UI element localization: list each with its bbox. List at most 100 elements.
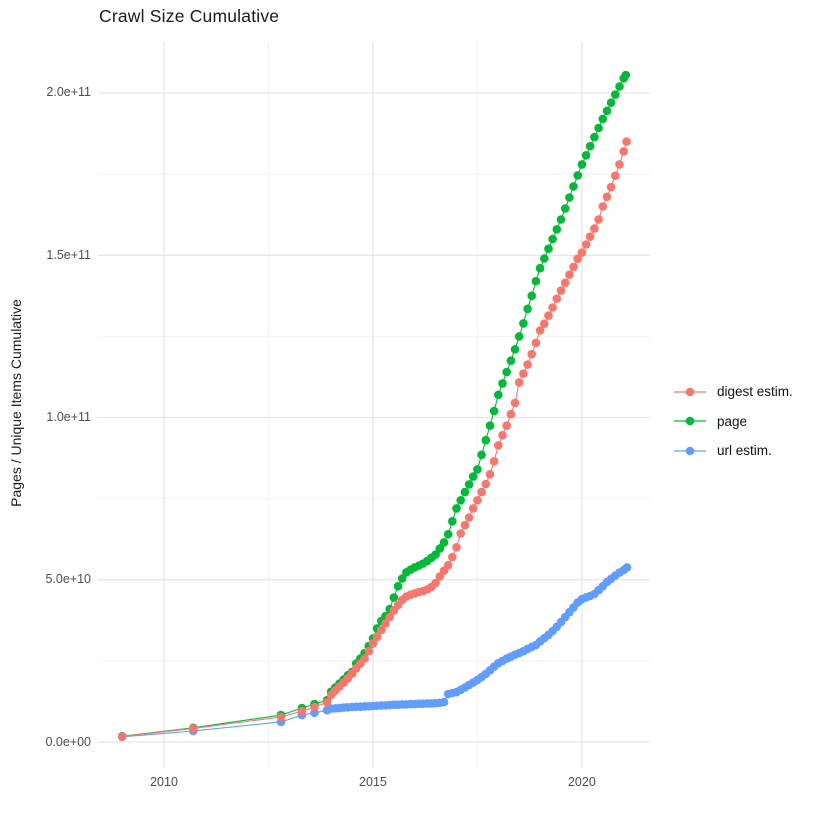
series-point-page bbox=[544, 244, 553, 253]
series-point-page bbox=[443, 530, 453, 539]
series-point-digest-estim- bbox=[611, 171, 620, 180]
series-point-page bbox=[481, 435, 491, 445]
series-point-digest-estim- bbox=[540, 319, 549, 329]
series-point-digest-estim- bbox=[519, 369, 528, 379]
series-point-digest-estim- bbox=[485, 470, 495, 479]
series-point-digest-estim- bbox=[360, 654, 369, 663]
series-point-url-estim- bbox=[439, 697, 449, 707]
series-point-digest-estim- bbox=[565, 270, 574, 280]
legend-entry-digest: digest estim. bbox=[672, 377, 822, 407]
series-point-page bbox=[473, 465, 482, 474]
series-point-page bbox=[556, 215, 566, 224]
series-point-digest-estim- bbox=[577, 248, 587, 257]
y-tick-label: 1.5e+11 bbox=[46, 247, 91, 262]
series-point-digest-estim- bbox=[431, 578, 440, 588]
series-point-page bbox=[485, 421, 495, 430]
series-point-page bbox=[389, 593, 399, 602]
series-point-digest-estim- bbox=[460, 520, 470, 530]
series-point-digest-estim- bbox=[606, 182, 616, 192]
series-point-page bbox=[456, 496, 466, 505]
legend-key-page-icon bbox=[674, 416, 706, 426]
series-point-digest-estim- bbox=[573, 254, 582, 264]
series-point-digest-estim- bbox=[372, 632, 382, 642]
series-point-digest-estim- bbox=[544, 311, 553, 320]
series-point-url-estim- bbox=[622, 563, 632, 572]
series-point-page bbox=[531, 276, 541, 286]
x-tick-label: 2015 bbox=[359, 775, 387, 789]
series-point-digest-estim- bbox=[598, 202, 608, 211]
series-point-page bbox=[585, 141, 595, 151]
series-point-digest-estim- bbox=[468, 504, 478, 513]
series-point-page bbox=[506, 356, 516, 366]
series-point-page bbox=[448, 517, 457, 526]
series-point-page bbox=[464, 480, 474, 489]
legend-key-digest-icon bbox=[674, 387, 706, 397]
series-point-digest-estim- bbox=[523, 360, 532, 369]
series-point-digest-estim- bbox=[510, 398, 520, 408]
series-point-digest-estim- bbox=[456, 529, 466, 538]
series-point-digest-estim- bbox=[189, 724, 198, 733]
series-point-digest-estim- bbox=[377, 625, 386, 635]
series-point-digest-estim- bbox=[506, 409, 516, 419]
series-line-url-estim- bbox=[122, 566, 628, 738]
series-point-page bbox=[581, 151, 591, 160]
series-point-digest-estim- bbox=[310, 702, 319, 712]
series-point-page bbox=[523, 304, 532, 314]
series-point-page bbox=[393, 582, 403, 591]
series-point-page bbox=[573, 171, 582, 180]
series-point-digest-estim- bbox=[494, 441, 503, 450]
series-point-digest-estim- bbox=[569, 262, 578, 272]
y-tick-label: 0.0e+00 bbox=[45, 734, 91, 749]
series-point-digest-estim- bbox=[276, 712, 286, 722]
series-point-page bbox=[552, 225, 562, 234]
legend-label-page: page bbox=[717, 413, 748, 429]
series-point-page bbox=[468, 472, 478, 481]
series-point-digest-estim- bbox=[594, 215, 603, 224]
series-point-digest-estim- bbox=[443, 560, 453, 570]
series-point-digest-estim- bbox=[481, 479, 491, 489]
series-point-page bbox=[577, 160, 587, 169]
series-point-digest-estim- bbox=[548, 303, 557, 312]
series-point-page bbox=[502, 367, 512, 377]
series-point-digest-estim- bbox=[364, 646, 374, 656]
series-point-page bbox=[477, 450, 486, 460]
series-point-digest-estim- bbox=[535, 326, 545, 335]
series-point-digest-estim- bbox=[560, 278, 570, 288]
series-point-page bbox=[498, 379, 507, 388]
series-point-page bbox=[514, 332, 524, 341]
series-point-page bbox=[606, 98, 616, 107]
series-point-page bbox=[527, 291, 536, 301]
series-point-digest-estim- bbox=[452, 543, 461, 552]
series-point-page bbox=[602, 106, 612, 116]
series-point-digest-estim- bbox=[602, 192, 612, 202]
series-point-digest-estim- bbox=[527, 349, 536, 359]
series-point-digest-estim- bbox=[477, 487, 486, 497]
series-point-digest-estim- bbox=[502, 421, 512, 430]
series-point-page bbox=[615, 82, 624, 91]
series-point-page bbox=[460, 487, 470, 497]
series-point-digest-estim- bbox=[117, 732, 127, 741]
series-point-page bbox=[535, 263, 545, 273]
legend-label-url: url estim. bbox=[717, 443, 772, 459]
chart-title: Crawl Size Cumulative bbox=[99, 6, 280, 26]
series-point-page bbox=[548, 234, 557, 244]
y-tick-label: 5.0e+10 bbox=[45, 572, 91, 587]
x-tick-label: 2010 bbox=[150, 775, 178, 789]
series-point-digest-estim- bbox=[448, 552, 457, 562]
series-point-digest-estim- bbox=[590, 224, 599, 233]
series-point-page bbox=[540, 254, 549, 263]
legend-label-digest: digest estim. bbox=[717, 384, 793, 400]
series-point-digest-estim- bbox=[464, 513, 474, 522]
series-point-page bbox=[494, 390, 503, 400]
series-point-page bbox=[569, 182, 578, 191]
series-point-digest-estim- bbox=[552, 294, 562, 304]
series-point-digest-estim- bbox=[514, 378, 524, 387]
series-point-page bbox=[435, 544, 445, 553]
legend-entry-url: url estim. bbox=[672, 436, 822, 466]
series-point-page bbox=[510, 345, 520, 354]
series-point-page bbox=[560, 204, 570, 213]
legend: digest estim. page url estim. bbox=[672, 377, 822, 466]
series-point-digest-estim- bbox=[473, 496, 482, 505]
